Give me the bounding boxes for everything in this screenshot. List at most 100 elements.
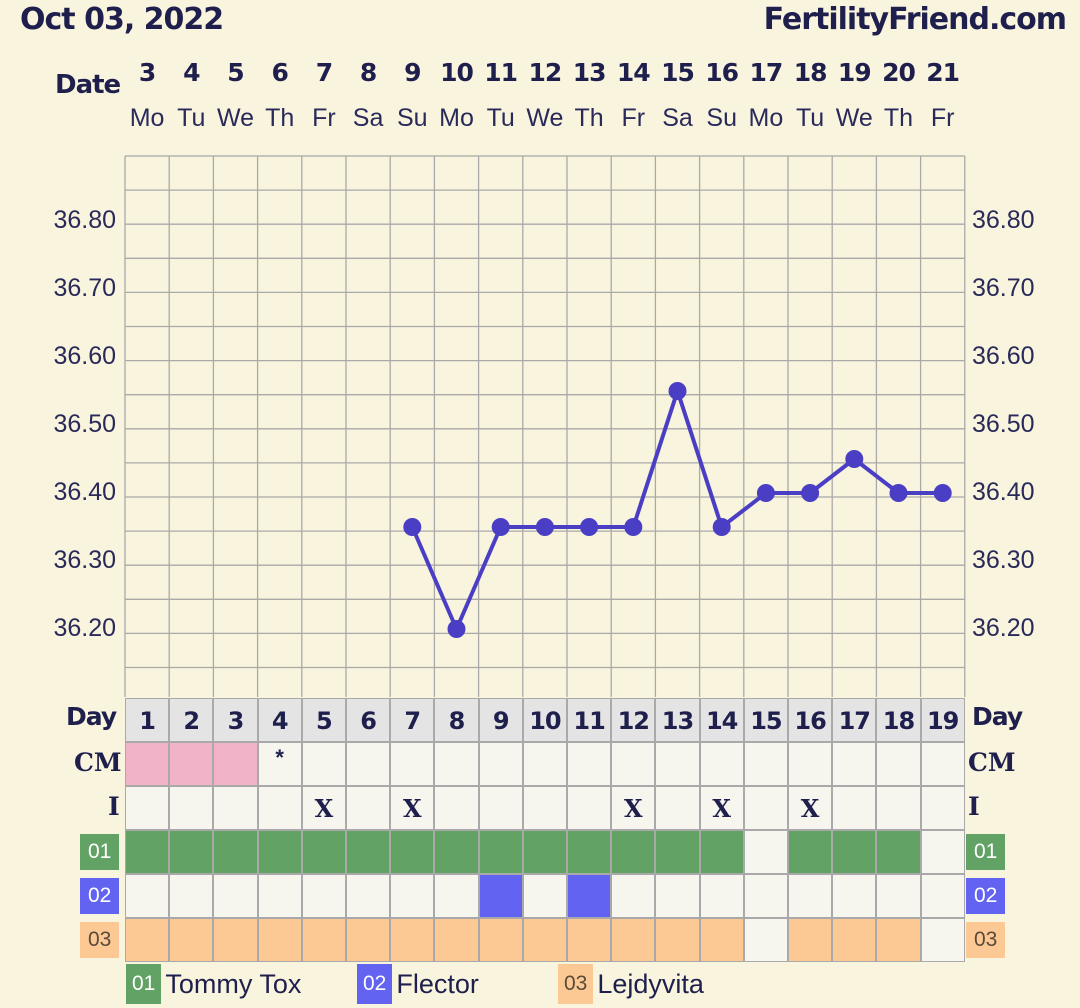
intercourse-cell xyxy=(478,786,523,830)
y-tick-left: 36.80 xyxy=(53,206,116,234)
cycle-day-cell: 10 xyxy=(522,698,567,742)
weekday-label: Fr xyxy=(930,104,955,132)
cycle-day-cell: 18 xyxy=(876,698,921,742)
intercourse-cell: X xyxy=(611,786,656,830)
legend-item: 03 Lejdyvita xyxy=(558,964,704,1004)
cm-cell xyxy=(567,742,612,786)
legend-name: Lejdyvita xyxy=(597,968,704,999)
weekday-label: Mo xyxy=(129,104,165,132)
temperature-point xyxy=(756,484,775,502)
date-number: 15 xyxy=(661,58,695,87)
weekday-label: Fr xyxy=(621,104,646,132)
day-row-label-left: Day xyxy=(66,702,117,731)
medication-cell xyxy=(478,830,523,874)
cm-cell xyxy=(213,742,258,786)
legend-name: Flector xyxy=(396,968,479,999)
cycle-day-cell: 6 xyxy=(346,698,391,742)
intercourse-cell: X xyxy=(788,786,833,830)
medication-cell xyxy=(876,830,921,874)
i-row-label-left: I xyxy=(108,792,120,821)
y-tick-right: 36.20 xyxy=(972,614,1035,642)
medication-cell xyxy=(346,918,391,962)
weekday-label: Tu xyxy=(177,104,206,132)
weekday-label: Su xyxy=(706,104,737,132)
medication-cell xyxy=(832,874,877,918)
temperature-point xyxy=(933,484,952,502)
medication-cell xyxy=(213,874,258,918)
legend-item: 01 Tommy Tox xyxy=(126,964,301,1004)
medication-cell xyxy=(125,874,170,918)
weekday-label: Th xyxy=(883,104,914,132)
medication-cell xyxy=(257,874,302,918)
date-number: 6 xyxy=(271,58,288,87)
medication-cell xyxy=(743,874,788,918)
cycle-day-cell: 17 xyxy=(832,698,877,742)
y-tick-left: 36.30 xyxy=(53,546,116,574)
medication-cell xyxy=(213,830,258,874)
y-tick-left: 36.60 xyxy=(53,342,116,370)
y-tick-right: 36.50 xyxy=(972,410,1035,438)
medication-cell xyxy=(478,918,523,962)
intercourse-cell xyxy=(832,786,877,830)
cycle-day-cell: 11 xyxy=(567,698,612,742)
weekday-label: Tu xyxy=(486,104,515,132)
medication-cell xyxy=(434,918,479,962)
y-tick-left: 36.20 xyxy=(53,614,116,642)
medication-cell xyxy=(257,830,302,874)
date-number: 5 xyxy=(227,58,244,87)
cm-cell xyxy=(522,742,567,786)
cm-cell xyxy=(743,742,788,786)
y-tick-left: 36.40 xyxy=(53,478,116,506)
weekday-label: Su xyxy=(397,104,428,132)
medication-cell xyxy=(655,874,700,918)
medication-cell xyxy=(478,874,523,918)
intercourse-cell: X xyxy=(699,786,744,830)
cycle-day-cell: 4 xyxy=(257,698,302,742)
date-number: 21 xyxy=(926,58,960,87)
medication-cell xyxy=(567,830,612,874)
date-number: 9 xyxy=(404,58,421,87)
legend-name: Tommy Tox xyxy=(165,968,302,999)
intercourse-cell xyxy=(169,786,214,830)
y-tick-right: 36.60 xyxy=(972,342,1035,370)
cm-cell xyxy=(876,742,921,786)
cycle-day-cell: 7 xyxy=(390,698,435,742)
weekday-label: Mo xyxy=(439,104,474,132)
medication-cell xyxy=(920,874,965,918)
weekday-label: Sa xyxy=(662,104,693,132)
med-code-right: 03 xyxy=(966,922,1006,958)
cycle-day-cell: 1 xyxy=(125,698,170,742)
med-code-right: 02 xyxy=(966,878,1006,914)
y-tick-left: 36.50 xyxy=(53,410,116,438)
medication-cell xyxy=(434,830,479,874)
weekday-label: We xyxy=(526,104,564,132)
intercourse-cell xyxy=(876,786,921,830)
intercourse-cell xyxy=(655,786,700,830)
y-tick-right: 36.70 xyxy=(972,274,1035,302)
cm-row-label-left: CM xyxy=(74,748,122,777)
intercourse-cell xyxy=(743,786,788,830)
weekday-label: Mo xyxy=(748,104,784,132)
medication-cell xyxy=(301,918,346,962)
date-number: 18 xyxy=(793,58,828,87)
med-code-left: 03 xyxy=(80,922,120,958)
legend-code: 02 xyxy=(357,964,393,1004)
date-number: 12 xyxy=(528,58,562,87)
temperature-point xyxy=(447,620,466,638)
site-name: FertilityFriend.com xyxy=(763,2,1067,37)
intercourse-cell xyxy=(125,786,170,830)
cycle-day-cell: 3 xyxy=(213,698,258,742)
date-number: 20 xyxy=(882,58,916,87)
medication-cell xyxy=(743,830,788,874)
medication-cell xyxy=(788,918,833,962)
i-row-label-right: I xyxy=(968,792,980,821)
medication-cell xyxy=(390,918,435,962)
temperature-point xyxy=(403,518,422,536)
cycle-day-cell: 5 xyxy=(301,698,346,742)
date-number: 3 xyxy=(138,58,156,87)
cm-cell xyxy=(434,742,479,786)
cm-cell xyxy=(125,742,170,786)
weekday-label: Tu xyxy=(795,104,825,132)
medication-cell xyxy=(876,874,921,918)
temperature-point xyxy=(624,518,643,536)
